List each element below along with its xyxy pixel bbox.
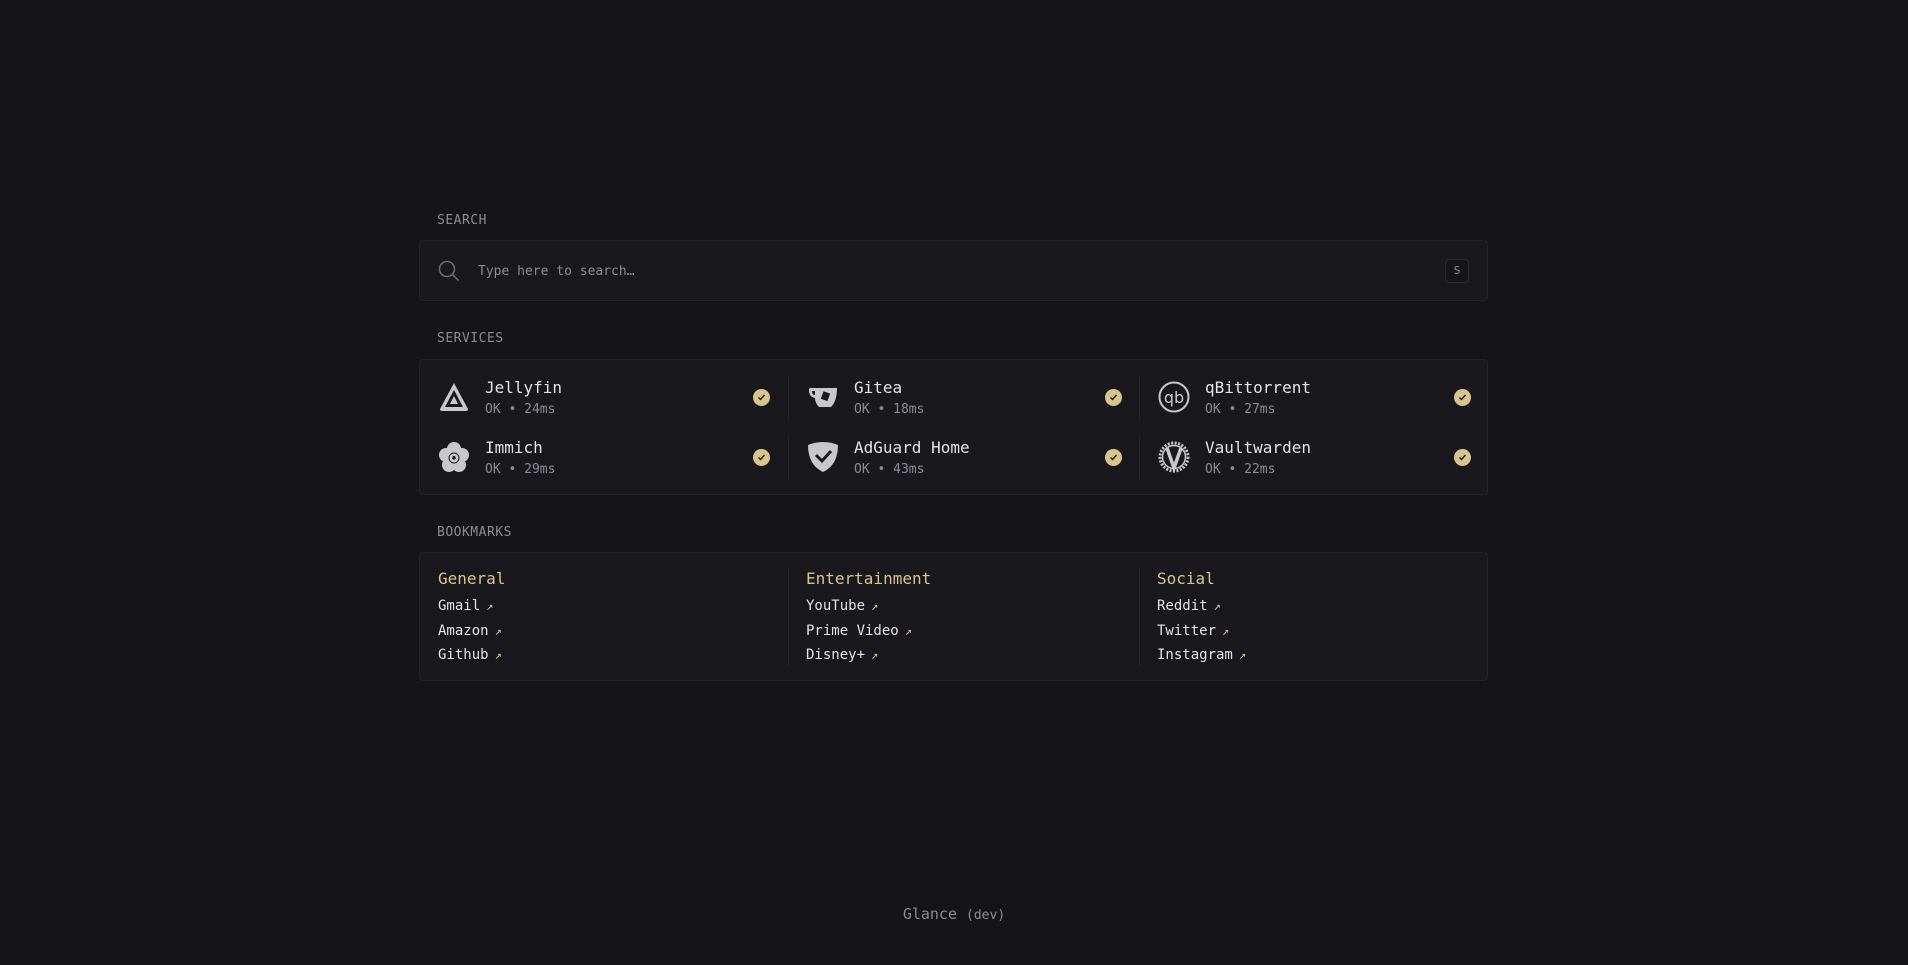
- bookmark-link-youtube[interactable]: YouTube ↗: [806, 598, 879, 614]
- external-link-icon: ↗: [904, 623, 912, 638]
- vaultwarden-icon: [1158, 441, 1190, 473]
- search-icon: [438, 260, 460, 282]
- external-link-icon: ↗: [871, 599, 879, 613]
- divider: [788, 569, 789, 666]
- bookmark-group-title: General: [438, 569, 506, 588]
- service-status: OK • 24ms: [485, 402, 556, 417]
- footer-app-name: Glance: [902, 905, 957, 923]
- qbittorrent-icon: qb: [1158, 381, 1190, 413]
- bookmark-link-prime-video[interactable]: Prime Video ↗: [806, 622, 912, 639]
- bookmark-link-github[interactable]: Github ↗: [438, 647, 502, 663]
- bookmark-group-entertainment: Entertainment YouTube ↗ Prime Video ↗ Disn…: [806, 569, 931, 668]
- status-ok-icon: [1454, 389, 1471, 406]
- status-ok-icon: [1105, 449, 1122, 466]
- service-name: AdGuard Home: [854, 438, 970, 457]
- divider: [1139, 436, 1140, 480]
- service-name: Jellyfin: [485, 378, 563, 397]
- service-name: qBittorrent: [1205, 378, 1311, 397]
- status-ok-icon: [753, 449, 770, 466]
- service-jellyfin[interactable]: Jellyfin OK • 24ms: [420, 373, 788, 423]
- jellyfin-icon: [440, 383, 468, 411]
- svg-text:qb: qb: [1164, 388, 1184, 407]
- bookmark-group-title: Social: [1157, 569, 1215, 588]
- search-shortcut-key: S: [1445, 259, 1469, 283]
- external-link-icon: ↗: [1238, 648, 1247, 662]
- service-immich[interactable]: Immich OK • 29ms: [420, 433, 788, 483]
- services-widget: Jellyfin OK • 24ms Gitea OK • 18ms qb qB…: [419, 359, 1488, 495]
- bookmark-group-general: General Gmail ↗ Amazon ↗ Github ↗: [438, 569, 505, 668]
- service-name: Gitea: [854, 378, 903, 397]
- service-adguard-home[interactable]: AdGuard Home OK • 43ms: [789, 433, 1139, 483]
- external-link-icon: ↗: [494, 648, 502, 662]
- external-link-icon: ↗: [1222, 623, 1230, 638]
- bookmark-link-gmail[interactable]: Gmail ↗: [438, 598, 494, 614]
- service-status: OK • 22ms: [1205, 462, 1276, 477]
- service-status: OK • 43ms: [854, 462, 925, 477]
- adguard-icon: [808, 442, 838, 472]
- search-section-label: SEARCH: [437, 213, 487, 228]
- bookmark-group-social: Social Reddit ↗ Twitter ↗ Instagram ↗: [1157, 569, 1246, 668]
- services-section-label: SERVICES: [437, 331, 504, 346]
- service-status: OK • 18ms: [854, 402, 925, 417]
- external-link-icon: ↗: [1213, 599, 1221, 613]
- bookmarks-section-label: BOOKMARKS: [437, 525, 512, 540]
- divider: [788, 376, 789, 420]
- service-name: Vaultwarden: [1205, 438, 1311, 457]
- divider: [1139, 376, 1140, 420]
- bookmark-link-disney-plus[interactable]: Disney+ ↗: [806, 647, 879, 663]
- search-input[interactable]: [476, 258, 1380, 284]
- status-ok-icon: [753, 389, 770, 406]
- gitea-icon: [809, 387, 837, 407]
- bookmark-link-twitter[interactable]: Twitter ↗: [1157, 622, 1230, 639]
- status-ok-icon: [1105, 389, 1122, 406]
- bookmark-group-title: Entertainment: [806, 569, 932, 588]
- search-widget: S: [419, 240, 1488, 301]
- divider: [1139, 569, 1140, 666]
- external-link-icon: ↗: [486, 599, 494, 613]
- service-qbittorrent[interactable]: qb qBittorrent OK • 27ms: [1140, 373, 1487, 423]
- external-link-icon: ↗: [871, 648, 879, 662]
- bookmark-link-amazon[interactable]: Amazon ↗: [438, 622, 502, 639]
- service-status: OK • 29ms: [485, 462, 556, 477]
- immich-icon: [439, 442, 469, 472]
- external-link-icon: ↗: [494, 623, 502, 638]
- service-vaultwarden[interactable]: Vaultwarden OK • 22ms: [1140, 433, 1487, 483]
- status-ok-icon: [1454, 449, 1471, 466]
- divider: [788, 436, 789, 480]
- bookmark-link-instagram[interactable]: Instagram ↗: [1157, 647, 1247, 663]
- bookmark-link-reddit[interactable]: Reddit ↗: [1157, 598, 1221, 614]
- service-name: Immich: [485, 438, 543, 457]
- footer-version: (dev): [966, 908, 1006, 923]
- footer: Glance (dev): [0, 905, 1908, 923]
- service-gitea[interactable]: Gitea OK • 18ms: [789, 373, 1139, 423]
- service-status: OK • 27ms: [1205, 402, 1276, 417]
- bookmarks-widget: General Gmail ↗ Amazon ↗ Github ↗ Entertain…: [419, 552, 1488, 681]
